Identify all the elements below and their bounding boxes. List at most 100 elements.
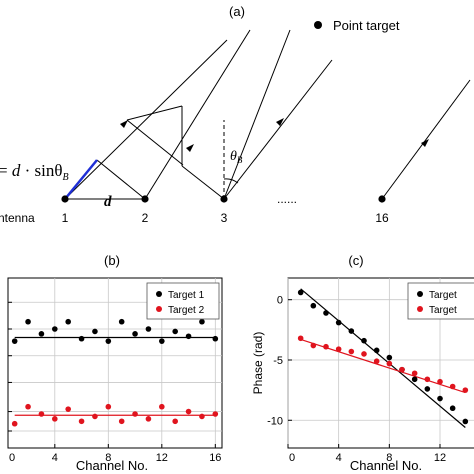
data-point-series-2 xyxy=(373,358,380,364)
x-tick-label: 12 xyxy=(434,452,446,464)
wavefront-top xyxy=(126,105,183,121)
data-point-series-1 xyxy=(297,289,304,296)
panel-c-label: (c) xyxy=(348,253,363,268)
data-point-series-2 xyxy=(118,418,125,425)
data-point-series-2 xyxy=(386,360,393,367)
wavefront-2-3 xyxy=(181,165,225,200)
data-point-series-1 xyxy=(11,338,18,344)
x-tick-label: 4 xyxy=(52,452,58,464)
antenna-number-3: 3 xyxy=(221,211,228,225)
data-point-series-1 xyxy=(411,376,418,383)
panel-c-chart: (c) 0 4 8 12 0 -5 -10 Target Target Channel No… xyxy=(251,253,474,473)
panel-b-ticks: 0 4 8 12 16 xyxy=(8,301,221,464)
panel-b-legend-label-1: Target 1 xyxy=(168,290,205,301)
y-tick-label: -10 xyxy=(267,415,283,427)
data-point-series-2 xyxy=(399,366,405,373)
data-point-series-2 xyxy=(310,342,317,349)
data-point-series-2 xyxy=(65,406,71,412)
data-point-series-1 xyxy=(437,395,443,402)
panel-c-ticks: 0 4 8 12 0 -5 -10 xyxy=(267,295,446,464)
data-point-series-2 xyxy=(11,420,18,427)
antenna-number-1: 1 xyxy=(62,211,69,225)
data-point-series-1 xyxy=(185,333,192,340)
data-point-series-2 xyxy=(411,370,418,377)
point-target-legend-text: Point target xyxy=(333,18,400,33)
panel-b-plot-frame xyxy=(7,277,223,449)
data-point-series-1 xyxy=(310,302,317,309)
x-tick-label: 0 xyxy=(289,452,295,464)
wavefront-1-2 xyxy=(96,159,146,200)
data-point-series-1 xyxy=(52,326,58,332)
baseline-d-label: d xyxy=(104,194,112,210)
data-point-series-2 xyxy=(348,348,355,355)
data-point-series-2 xyxy=(297,335,304,342)
x-tick-label: 8 xyxy=(386,452,392,464)
panel-a-diagram: (a) Point target θB = d · sinθB d xyxy=(0,4,471,225)
data-point-series-1 xyxy=(199,318,205,325)
panel-b-chart: (b) 0 4 8 12 16 Target 1 Target 2 Channel No… xyxy=(7,253,223,473)
panel-b-legend-marker-1 xyxy=(156,291,162,297)
data-point-series-1 xyxy=(323,310,329,316)
antenna-number-2: 2 xyxy=(142,211,149,225)
panel-b-xlabel: Channel No. xyxy=(76,458,148,473)
data-point-series-2 xyxy=(105,403,112,410)
antenna-1-dot xyxy=(61,195,69,203)
antenna-number-16: 16 xyxy=(375,211,389,225)
data-point-series-1 xyxy=(105,338,112,344)
data-point-series-1 xyxy=(78,335,85,342)
data-point-series-1 xyxy=(65,318,71,325)
panel-b-legend-label-2: Target 2 xyxy=(168,305,205,316)
path-difference-segment xyxy=(64,159,98,200)
antenna-16-dot xyxy=(378,195,386,203)
ray-antenna-16 xyxy=(381,79,471,200)
arrowhead-2 xyxy=(186,144,194,152)
antenna-2-dot xyxy=(141,195,149,203)
ray-antenna-3-upper xyxy=(223,29,291,200)
data-point-series-1 xyxy=(172,328,178,335)
panel-c-legend-marker-2 xyxy=(417,306,423,312)
wavefront-upper xyxy=(126,119,184,166)
data-point-series-1 xyxy=(361,337,367,344)
data-point-series-1 xyxy=(145,326,152,332)
data-point-series-2 xyxy=(52,416,58,422)
data-point-series-1 xyxy=(386,354,393,361)
panel-b-label: (b) xyxy=(104,253,120,268)
data-point-series-1 xyxy=(38,331,45,337)
arrowhead-1 xyxy=(120,120,128,128)
ellipsis-dots: ...... xyxy=(277,192,297,206)
data-point-series-2 xyxy=(437,378,443,385)
data-point-series-2 xyxy=(159,403,165,410)
data-point-series-2 xyxy=(132,411,138,417)
panel-c-ylabel: Phase (rad) xyxy=(251,332,265,395)
point-target-legend-dot xyxy=(314,21,322,29)
arrowhead-3 xyxy=(276,118,284,126)
panel-a-label: (a) xyxy=(229,4,245,19)
panel-c-xlabel: Channel No. xyxy=(350,458,422,473)
data-point-series-1 xyxy=(373,347,380,354)
x-tick-label: 4 xyxy=(336,452,342,464)
angle-arc xyxy=(223,178,239,184)
data-point-series-2 xyxy=(78,418,85,425)
data-point-series-2 xyxy=(335,346,342,352)
arrowhead-16 xyxy=(421,139,429,147)
panel-b-legend xyxy=(146,282,220,320)
data-point-series-2 xyxy=(92,413,98,420)
data-point-series-2 xyxy=(424,376,431,383)
data-point-series-1 xyxy=(118,318,125,325)
data-point-series-1 xyxy=(159,338,165,344)
x-tick-label: 0 xyxy=(9,452,15,464)
antenna-3-dot xyxy=(220,195,228,203)
data-point-series-2 xyxy=(199,413,205,420)
data-point-series-2 xyxy=(212,411,219,417)
panel-c-legend-label-2: Target xyxy=(429,305,457,316)
data-point-series-1 xyxy=(424,386,431,392)
x-tick-label: 16 xyxy=(209,452,221,464)
data-point-series-2 xyxy=(449,383,456,390)
panel-c-points xyxy=(297,289,469,425)
data-point-series-2 xyxy=(25,403,31,410)
data-point-series-1 xyxy=(92,328,98,335)
data-point-series-1 xyxy=(212,335,219,342)
data-point-series-1 xyxy=(449,405,456,412)
panel-c-legend xyxy=(407,282,474,320)
